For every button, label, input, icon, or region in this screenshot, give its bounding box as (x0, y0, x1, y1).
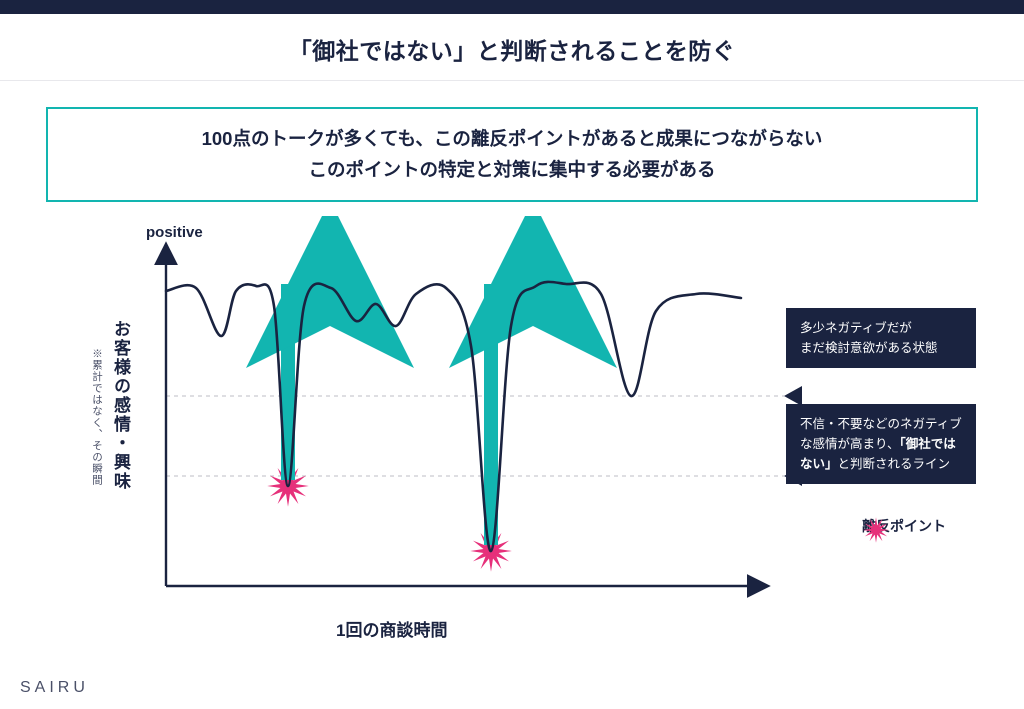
legend-star-icon (862, 516, 890, 544)
page-title: 「御社ではない」と判断されることを防ぐ (0, 32, 1024, 66)
title-wrap: 「御社ではない」と判断されることを防ぐ (0, 14, 1024, 81)
note-box-2: 不信・不要などのネガティブな感情が高まり、「御社ではない」と判断されるライン (786, 404, 976, 484)
legend: 離反ポイント (862, 516, 946, 536)
note-box-1: 多少ネガティブだがまだ検討意欲がある状態 (786, 308, 976, 368)
footer-brand: SAIRU (20, 679, 89, 697)
chart-area: positive お客様の感情・興味 ※累計ではなく、その瞬間 1回の商談時間 … (46, 216, 976, 646)
content: 100点のトークが多くても、この離反ポイントがあると成果につながらない このポイ… (0, 81, 1024, 646)
callout-line-1: 100点のトークが多くても、この離反ポイントがあると成果につながらない (68, 123, 956, 154)
callout-line-2: このポイントの特定と対策に集中する必要がある (68, 154, 956, 185)
callout-box: 100点のトークが多くても、この離反ポイントがあると成果につながらない このポイ… (46, 107, 978, 202)
note2-post: と判断されるライン (838, 457, 951, 471)
top-bar (0, 0, 1024, 14)
note1-text: 多少ネガティブだがまだ検討意欲がある状態 (800, 321, 938, 355)
